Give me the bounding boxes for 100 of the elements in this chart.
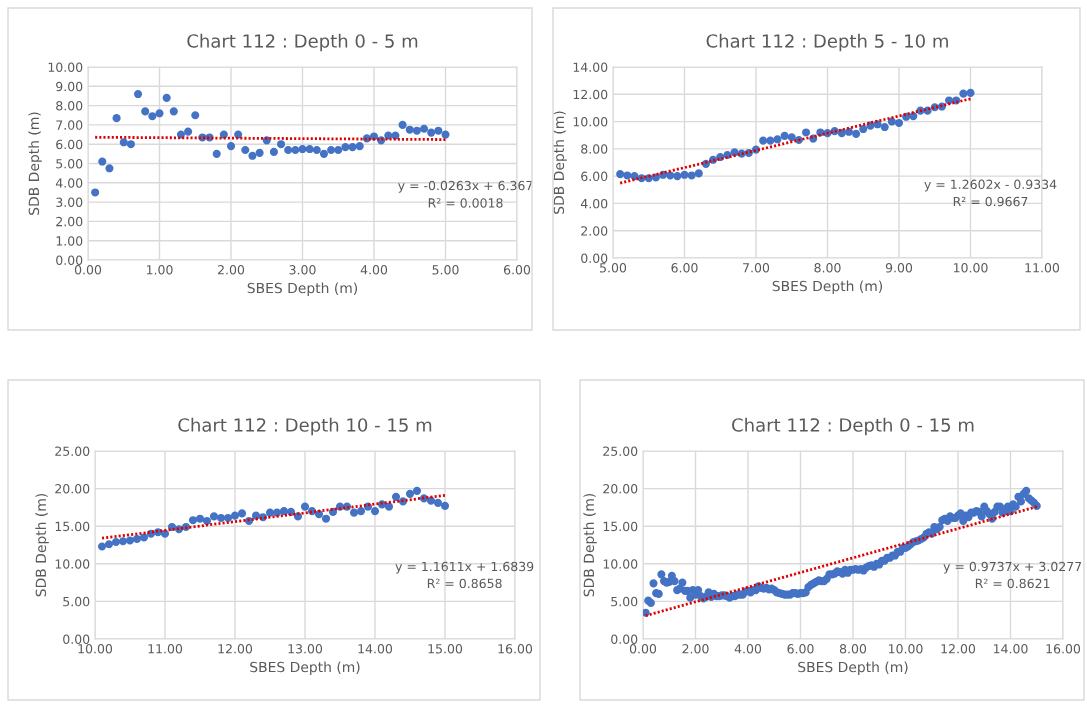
y-tick-label: 25.00 [603,446,638,456]
point [687,171,696,180]
point [773,135,782,144]
x-tick-label: 0.00 [629,644,657,654]
x-tick-label: 10.00 [78,644,113,654]
x-tick-label: 3.00 [289,265,316,275]
point [312,145,321,155]
y-axis-title: SDB Depth (m) [35,493,49,597]
y-tick-label: 0.00 [581,253,608,263]
point [209,512,219,521]
point [91,188,100,197]
point [305,144,314,154]
annotation: y = 0.9737x + 3.0277 [943,561,1082,574]
point [155,109,164,118]
chart-title: Chart 112 : Depth 10 - 15 m [178,417,432,436]
x-tick-label: 6.00 [787,644,814,654]
point [859,125,868,134]
x-tick-label: 2.00 [682,644,709,654]
point [300,502,310,511]
point [348,143,357,152]
point [802,128,811,137]
point [141,107,150,116]
point [104,540,114,549]
point [412,126,421,135]
x-tick-label: 2.00 [218,265,245,275]
y-tick-label: 3.00 [56,197,83,208]
x-tick-label: 6.00 [503,265,531,275]
point [291,145,300,155]
x-tick-label: 16.00 [1046,644,1081,654]
y-tick-label: 5.00 [56,158,83,169]
point [216,513,226,522]
point [694,169,703,178]
y-tick-label: 10.00 [55,559,90,569]
point [441,130,450,139]
point [97,542,107,551]
x-tick-label: 10.00 [953,263,988,273]
point [234,130,243,139]
point [844,127,853,136]
y-tick-label: 10.00 [573,117,608,127]
chart-title: Chart 112 : Depth 0 - 15 m [732,417,974,436]
annotation: y = 1.1611x + 1.6839 [395,561,534,574]
point [349,508,359,517]
point [202,516,212,525]
point [434,126,443,135]
point [298,144,307,154]
x-tick-label: 13.00 [288,644,323,654]
point [759,136,768,145]
y-tick-label: 20.00 [603,484,638,494]
y-tick-label: 4.00 [580,198,608,209]
point [623,171,632,180]
point [195,514,205,523]
point [666,171,675,180]
point [188,516,198,525]
x-tick-label: 1.00 [146,265,173,275]
point [111,537,121,547]
x-tick-label: 16.00 [498,644,533,654]
x-tick-label: 12.00 [941,644,976,654]
x-tick-label: 15.00 [428,644,463,654]
point [780,131,789,140]
point [852,129,861,138]
point [412,486,422,495]
x-tick-label: 12.00 [218,644,253,654]
point [219,130,228,139]
point [327,145,336,155]
y-tick-label: 7.00 [56,120,83,130]
x-axis-title: SBES Depth (m) [772,280,883,294]
x-tick-label: 4.00 [734,644,762,654]
point [241,145,250,155]
point [319,149,328,158]
point [420,124,429,133]
point [427,128,436,137]
y-tick-label: 0.00 [56,255,83,265]
x-axis-title: SBES Depth (m) [798,661,908,675]
point [279,507,289,516]
x-axis-title: SBES Depth (m) [247,282,358,296]
point [126,140,135,149]
x-tick-label: 0.00 [74,265,102,275]
annotation: R² = 0.9667 [953,196,1028,207]
y-tick-label: 10.00 [48,62,83,72]
y-tick-label: 6.00 [56,139,83,150]
y-tick-label: 8.00 [581,144,608,154]
annotation: R² = 0.8658 [427,578,502,589]
y-tick-label: 0.00 [611,634,638,644]
y-tick-label: 14.00 [573,62,608,72]
annotation: R² = 0.8621 [975,578,1050,589]
point [191,111,200,120]
y-tick-label: 25.00 [55,446,90,456]
point [370,507,380,516]
y-tick-label: 4.00 [55,178,83,188]
point [148,112,157,121]
point [341,143,350,152]
x-tick-label: 8.00 [839,644,867,654]
point [105,164,114,173]
y-tick-label: 6.00 [581,171,608,182]
y-tick-label: 5.00 [611,596,638,607]
point [433,498,443,507]
point [355,142,364,151]
y-tick-label: 9.00 [56,81,83,92]
point [98,157,107,166]
point [321,514,331,523]
